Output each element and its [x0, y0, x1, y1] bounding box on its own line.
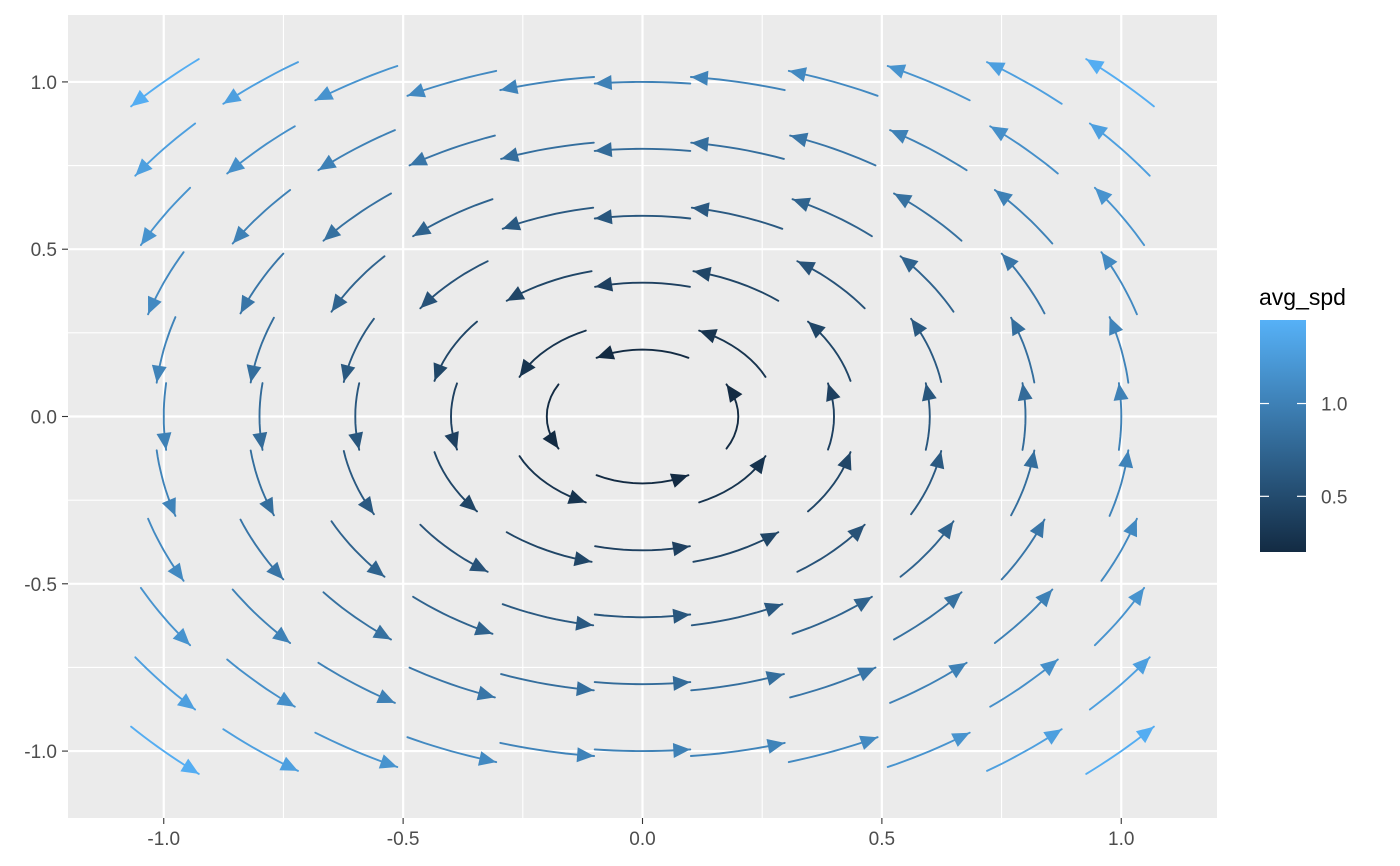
x-tick-label: 1.0 [1108, 829, 1134, 850]
legend-break-label: 1.0 [1321, 395, 1347, 416]
x-tick-label: -0.5 [387, 829, 420, 850]
y-tick-label: 0.5 [31, 240, 57, 261]
x-tick-label: 0.5 [869, 829, 895, 850]
y-tick-label: 0.0 [31, 408, 57, 429]
legend-colorbar [1260, 320, 1306, 552]
y-tick-label: 1.0 [31, 73, 57, 94]
legend-break-label: 0.5 [1321, 487, 1347, 508]
y-tick-label: -1.0 [24, 742, 57, 763]
x-tick-label: -1.0 [147, 829, 180, 850]
x-tick-label: 0.0 [629, 829, 655, 850]
legend-title: avg_spd [1259, 284, 1346, 310]
color-legend: avg_spd 1.0 0.5 [1259, 284, 1347, 552]
y-tick-label: -0.5 [24, 575, 57, 596]
